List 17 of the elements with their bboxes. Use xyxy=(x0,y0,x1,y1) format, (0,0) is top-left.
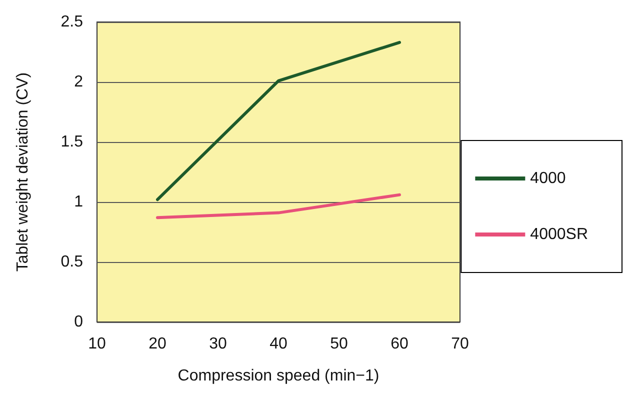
y-tick-label: 2 xyxy=(74,74,84,90)
x-tick-label: 30 xyxy=(209,336,227,352)
legend-label: 4000 xyxy=(530,170,566,187)
y-tick-label: 0.5 xyxy=(60,254,84,270)
x-tick-label: 20 xyxy=(148,336,166,352)
x-tick-label: 60 xyxy=(390,336,408,352)
x-tick-label: 10 xyxy=(88,336,106,352)
y-tick-label: 1 xyxy=(74,194,84,210)
y-axis-title: Tablet weight deviation (CV) xyxy=(14,72,32,272)
x-tick-label: 50 xyxy=(330,336,348,352)
x-tick-label: 70 xyxy=(451,336,469,352)
legend-label: 4000SR xyxy=(530,226,588,243)
x-axis-title: Compression speed (min−1) xyxy=(178,368,380,384)
y-tick-label: 1.5 xyxy=(60,134,84,150)
y-tick-label: 0 xyxy=(74,314,84,330)
y-tick-label: 2.5 xyxy=(60,14,84,30)
x-tick-label: 40 xyxy=(270,336,288,352)
